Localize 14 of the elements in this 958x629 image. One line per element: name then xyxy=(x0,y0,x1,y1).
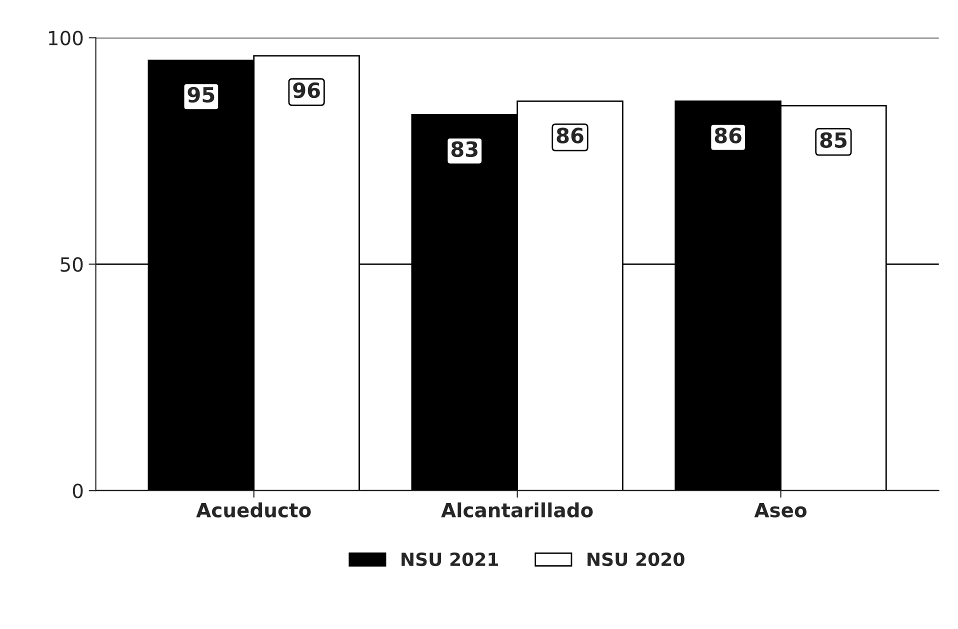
x-tick-label: Acueducto xyxy=(196,502,311,518)
y-tick-label: 0 xyxy=(72,484,83,498)
x-tick-label: Aseo xyxy=(754,503,807,518)
y-tick-label: 50 xyxy=(60,257,83,272)
data-label: 85 xyxy=(820,132,846,148)
y-tick-label: 100 xyxy=(49,30,83,46)
data-label: 86 xyxy=(714,128,742,144)
legend-label: NSU 2021 xyxy=(402,552,498,566)
data-label: 83 xyxy=(451,141,478,158)
data-label: 96 xyxy=(293,82,320,98)
x-tick-label: Alcantarillado xyxy=(441,502,593,518)
data-label: 95 xyxy=(188,86,214,103)
data-label: 86 xyxy=(556,128,584,144)
legend-label: NSU 2020 xyxy=(588,552,684,566)
